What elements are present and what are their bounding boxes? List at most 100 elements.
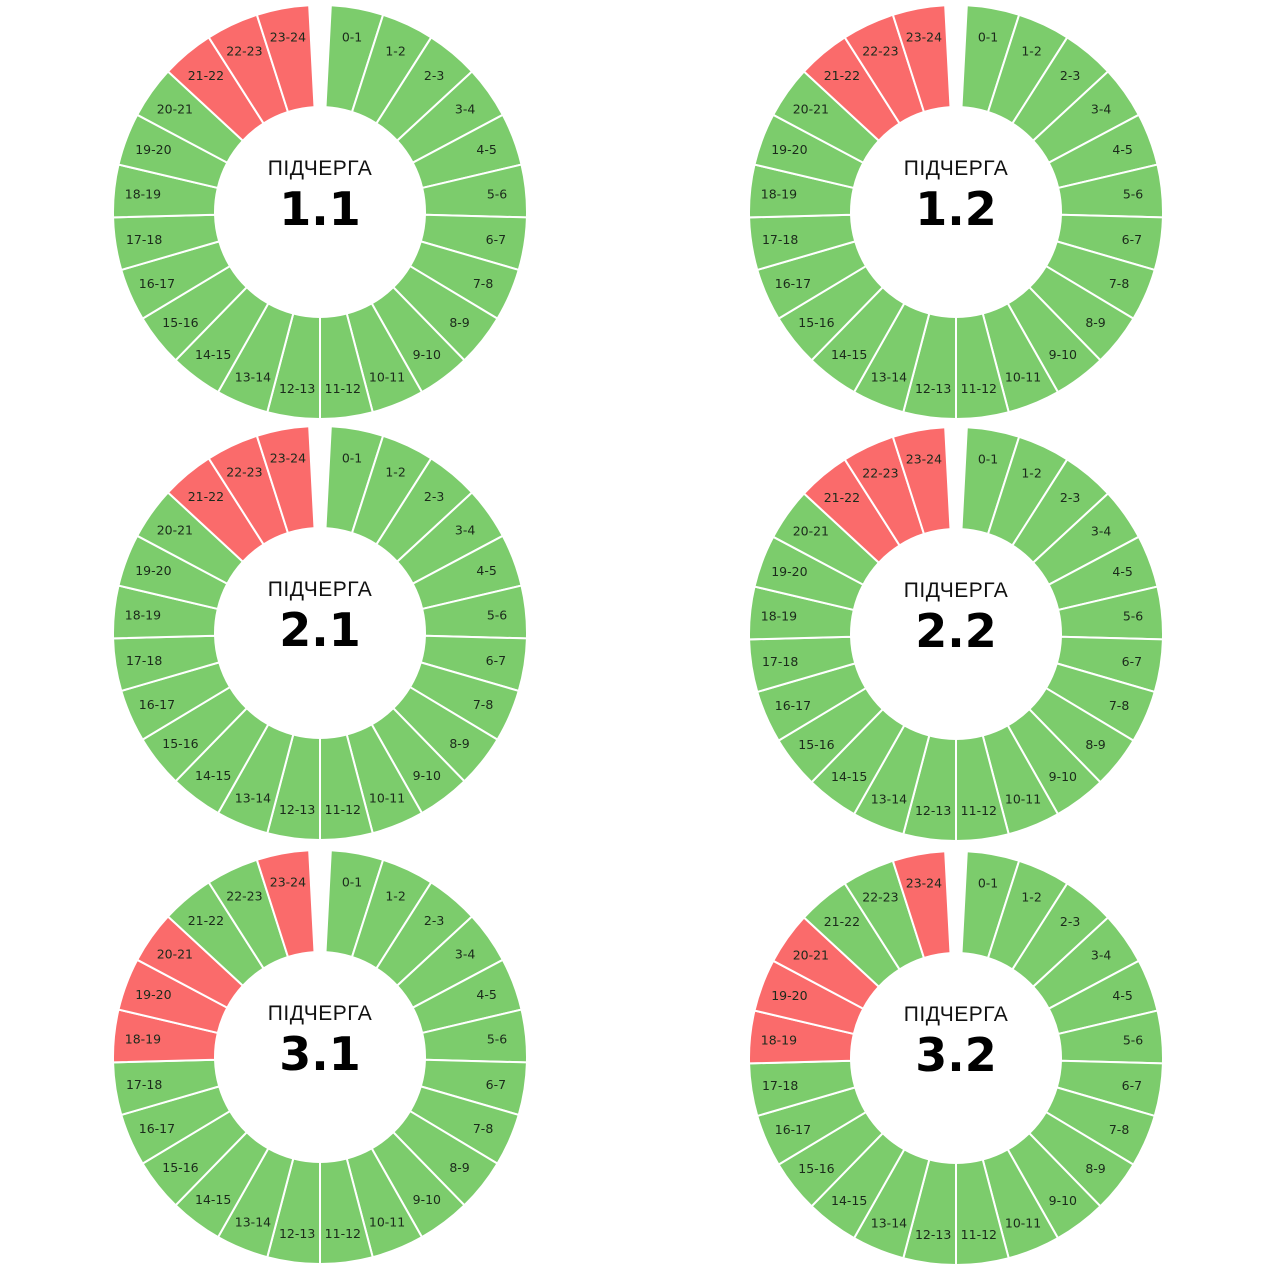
hour-label-8-9: 8-9	[1085, 1161, 1105, 1176]
hour-label-8-9: 8-9	[1085, 315, 1105, 330]
hour-label-7-8: 7-8	[473, 1121, 493, 1136]
hour-label-11-12: 11-12	[325, 1226, 361, 1241]
wheel-chart: 0-1 1-2 2-3 3-4 4-5 5-6 6-7 7-8 8-9 9-10 10-11 11-1…	[748, 426, 1164, 843]
hour-segment-23-24	[891, 4, 952, 114]
hour-label-9-10: 9-10	[1049, 769, 1077, 784]
hour-label-5-6: 5-6	[487, 1031, 507, 1046]
hour-label-20-21: 20-21	[157, 946, 193, 961]
hour-label-19-20: 19-20	[135, 142, 171, 157]
schedule-wheel: 0-1 1-2 2-3 3-4 4-5 5-6 6-7 7-8 8-9 9-10 10-11 11-1…	[746, 848, 1166, 1268]
hour-label-15-16: 15-16	[798, 737, 834, 752]
hour-label-3-4: 3-4	[455, 101, 475, 116]
hour-label-21-22: 21-22	[188, 489, 224, 504]
hour-label-12-13: 12-13	[915, 1227, 951, 1242]
hour-label-21-22: 21-22	[824, 914, 860, 929]
hour-label-17-18: 17-18	[126, 1077, 162, 1092]
hour-label-6-7: 6-7	[1122, 654, 1142, 669]
hour-label-0-1: 0-1	[978, 875, 998, 890]
hour-label-18-19: 18-19	[761, 1032, 797, 1047]
hour-label-2-3: 2-3	[424, 68, 444, 83]
hour-label-14-15: 14-15	[831, 769, 867, 784]
hour-label-5-6: 5-6	[1123, 608, 1143, 623]
hour-label-12-13: 12-13	[279, 802, 315, 817]
hour-label-16-17: 16-17	[775, 698, 811, 713]
hour-label-2-3: 2-3	[1060, 68, 1080, 83]
hour-label-9-10: 9-10	[413, 1192, 441, 1207]
hour-label-2-3: 2-3	[1060, 490, 1080, 505]
hour-label-10-11: 10-11	[1005, 1215, 1041, 1230]
hour-label-17-18: 17-18	[762, 1078, 798, 1093]
hour-label-22-23: 22-23	[862, 889, 898, 904]
hour-label-4-5: 4-5	[1112, 564, 1132, 579]
hour-label-23-24: 23-24	[906, 29, 942, 44]
hour-label-5-6: 5-6	[487, 186, 507, 201]
hour-label-2-3: 2-3	[424, 489, 444, 504]
hour-label-16-17: 16-17	[775, 276, 811, 291]
hour-label-23-24: 23-24	[906, 875, 942, 890]
hour-label-21-22: 21-22	[188, 913, 224, 928]
hour-label-9-10: 9-10	[413, 768, 441, 783]
hour-label-23-24: 23-24	[270, 29, 306, 44]
hour-label-13-14: 13-14	[871, 1215, 907, 1230]
hour-label-17-18: 17-18	[126, 653, 162, 668]
hour-label-3-4: 3-4	[455, 522, 475, 537]
hour-label-4-5: 4-5	[476, 987, 496, 1002]
hour-label-23-24: 23-24	[270, 450, 306, 465]
hour-label-5-6: 5-6	[487, 607, 507, 622]
hour-label-16-17: 16-17	[139, 697, 175, 712]
hour-label-4-5: 4-5	[476, 142, 496, 157]
hour-label-23-24: 23-24	[270, 874, 306, 889]
hour-label-3-4: 3-4	[1091, 101, 1111, 116]
schedule-wheel: 0-1 1-2 2-3 3-4 4-5 5-6 6-7 7-8 8-9 9-10 10-11 11-1…	[110, 2, 530, 422]
hour-label-15-16: 15-16	[162, 1160, 198, 1175]
hour-label-15-16: 15-16	[162, 315, 198, 330]
hour-label-20-21: 20-21	[157, 101, 193, 116]
hour-label-8-9: 8-9	[1085, 737, 1105, 752]
hour-label-4-5: 4-5	[1112, 988, 1132, 1003]
hour-label-13-14: 13-14	[871, 369, 907, 384]
schedule-wheel: 0-1 1-2 2-3 3-4 4-5 5-6 6-7 7-8 8-9 9-10 10-11 11-1…	[110, 423, 530, 843]
hour-label-16-17: 16-17	[139, 1121, 175, 1136]
hour-label-14-15: 14-15	[195, 347, 231, 362]
hour-label-14-15: 14-15	[831, 347, 867, 362]
wheel-chart: 0-1 1-2 2-3 3-4 4-5 5-6 6-7 7-8 8-9 9-10 10-11 11-1…	[112, 849, 528, 1266]
hour-segment-23-24	[255, 425, 316, 535]
hour-label-22-23: 22-23	[226, 43, 262, 58]
hour-label-1-2: 1-2	[385, 43, 405, 58]
hour-label-12-13: 12-13	[915, 381, 951, 396]
hour-segment-23-24	[891, 426, 952, 536]
hour-label-11-12: 11-12	[961, 803, 997, 818]
hour-label-22-23: 22-23	[226, 888, 262, 903]
hour-label-13-14: 13-14	[235, 369, 271, 384]
hour-label-5-6: 5-6	[1123, 1032, 1143, 1047]
hour-label-1-2: 1-2	[1021, 465, 1041, 480]
hour-label-11-12: 11-12	[961, 1227, 997, 1242]
hour-label-18-19: 18-19	[125, 1031, 161, 1046]
hour-label-5-6: 5-6	[1123, 186, 1143, 201]
hour-label-2-3: 2-3	[1060, 914, 1080, 929]
hour-label-17-18: 17-18	[762, 654, 798, 669]
hour-label-20-21: 20-21	[793, 947, 829, 962]
hour-label-20-21: 20-21	[793, 101, 829, 116]
hour-label-1-2: 1-2	[1021, 43, 1041, 58]
hour-label-18-19: 18-19	[125, 607, 161, 622]
hour-label-21-22: 21-22	[188, 68, 224, 83]
hour-label-0-1: 0-1	[342, 874, 362, 889]
hour-label-18-19: 18-19	[125, 186, 161, 201]
hour-label-22-23: 22-23	[226, 464, 262, 479]
hour-label-11-12: 11-12	[961, 381, 997, 396]
hour-label-6-7: 6-7	[486, 653, 506, 668]
wheel-chart: 0-1 1-2 2-3 3-4 4-5 5-6 6-7 7-8 8-9 9-10 10-11 11-1…	[112, 425, 528, 842]
schedule-wheel: 0-1 1-2 2-3 3-4 4-5 5-6 6-7 7-8 8-9 9-10 10-11 11-1…	[110, 847, 530, 1267]
hour-label-19-20: 19-20	[771, 988, 807, 1003]
hour-label-14-15: 14-15	[831, 1193, 867, 1208]
hour-label-19-20: 19-20	[135, 563, 171, 578]
hour-label-7-8: 7-8	[473, 697, 493, 712]
hour-segment-23-24	[891, 850, 952, 960]
hour-label-18-19: 18-19	[761, 186, 797, 201]
hour-label-7-8: 7-8	[1109, 276, 1129, 291]
hour-label-6-7: 6-7	[486, 1077, 506, 1092]
hour-label-10-11: 10-11	[1005, 791, 1041, 806]
hour-label-16-17: 16-17	[139, 276, 175, 291]
